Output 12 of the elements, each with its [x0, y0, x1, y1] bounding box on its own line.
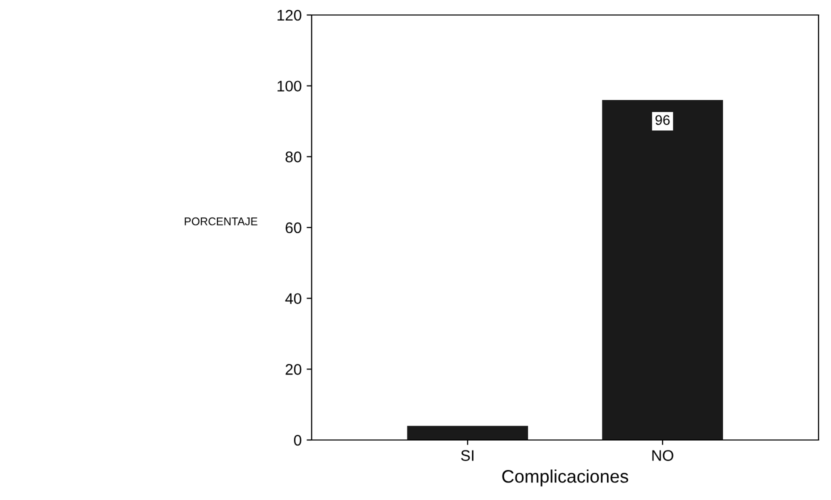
data-label: 96 — [655, 115, 670, 125]
x-tick-label: NO — [652, 450, 674, 461]
y-tick-label: 60 — [286, 222, 302, 234]
x-tick-label: SI — [461, 450, 474, 461]
y-tick-label: 120 — [278, 10, 302, 21]
y-tick-label: 100 — [278, 80, 302, 92]
y-tick-label: 20 — [286, 364, 302, 375]
y-axis-title: PORCENTAJE — [184, 217, 258, 226]
x-axis-title: Complicaciones — [502, 470, 628, 486]
y-tick-label: 40 — [285, 293, 302, 304]
y-tick-label: 0 — [294, 434, 302, 446]
y-tick-label: 80 — [286, 152, 302, 162]
